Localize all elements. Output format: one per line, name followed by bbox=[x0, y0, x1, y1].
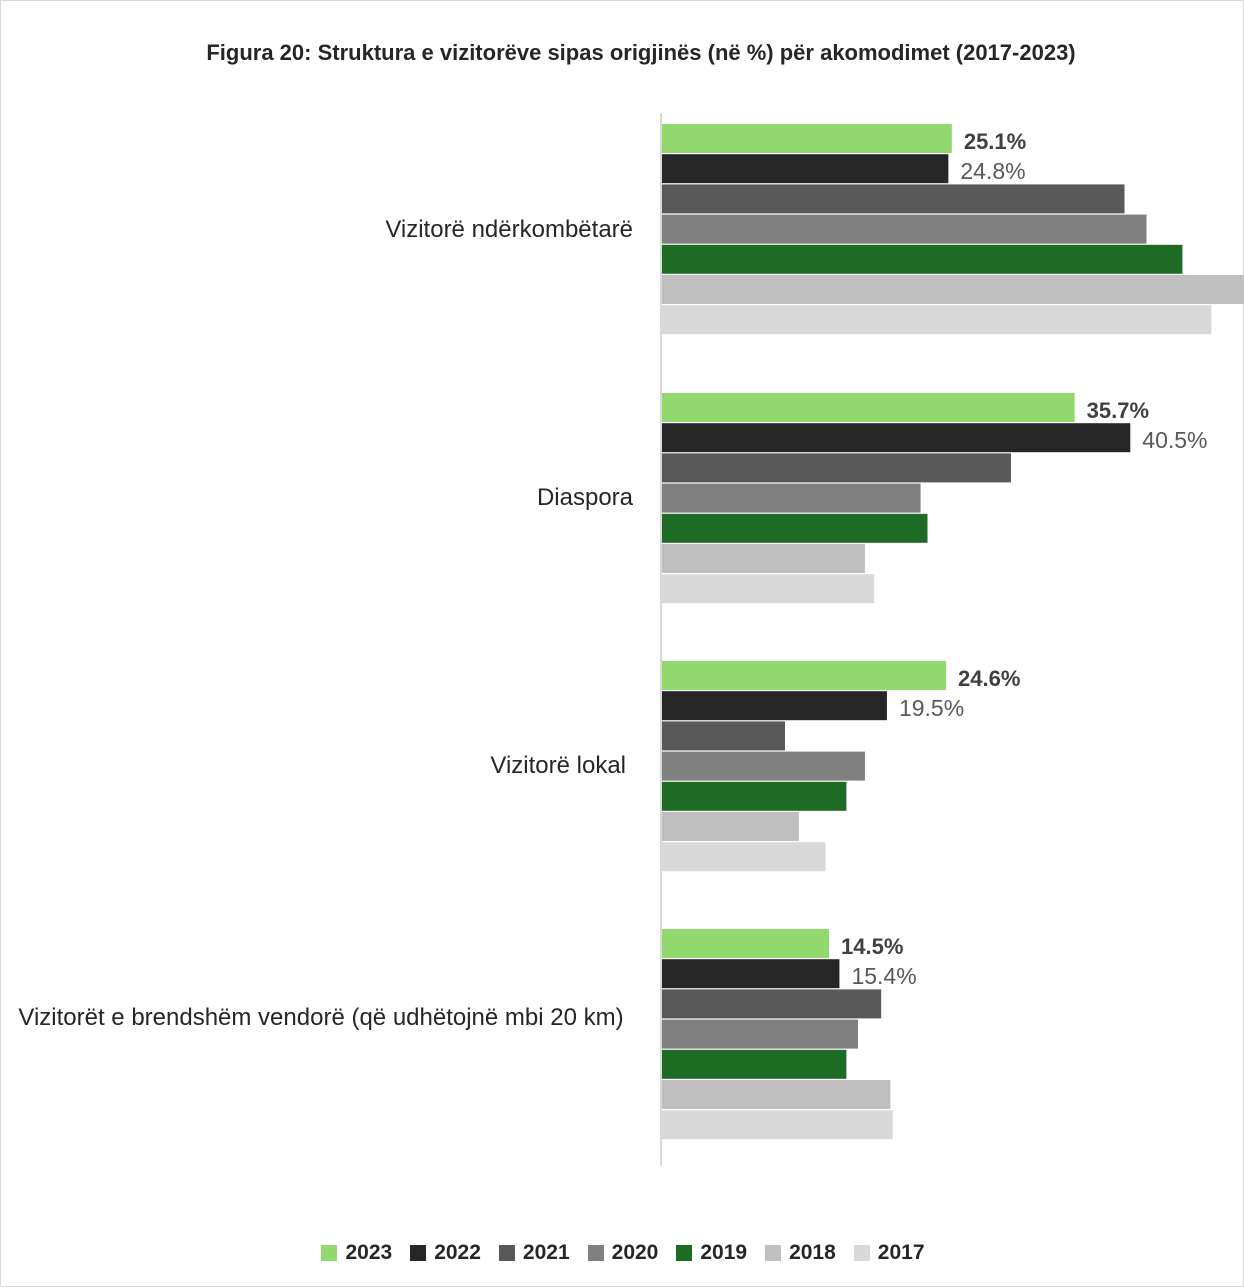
bar-2022-3 bbox=[661, 691, 887, 721]
bar-2022-1 bbox=[661, 154, 949, 184]
bar-2022-4 bbox=[661, 959, 840, 989]
bar-2017-2 bbox=[661, 574, 875, 604]
bar-2020-1 bbox=[661, 214, 1147, 244]
legend: 2023 2022 2021 2020 2019 2018 2017 bbox=[1, 1237, 1244, 1269]
legend-item-2022: 2022 bbox=[410, 1241, 481, 1265]
data-label-2023-1: 25.1% bbox=[964, 129, 1026, 154]
legend-item-2019: 2019 bbox=[676, 1241, 747, 1265]
legend-label-2017: 2017 bbox=[877, 1241, 925, 1264]
legend-swatch-2018 bbox=[765, 1245, 782, 1261]
legend-label-2022: 2022 bbox=[434, 1241, 481, 1264]
bar-2019-1 bbox=[661, 244, 1183, 274]
category-label-3: Vizitorë lokal bbox=[490, 752, 626, 779]
bar-2021-2 bbox=[661, 453, 1011, 483]
bar-2017-3 bbox=[661, 842, 826, 872]
bar-2023-2 bbox=[661, 393, 1075, 422]
bar-2017-1 bbox=[661, 305, 1212, 335]
bar-2023-1 bbox=[661, 124, 952, 153]
legend-label-2021: 2021 bbox=[522, 1241, 570, 1264]
category-label-2: Diaspora bbox=[536, 484, 633, 511]
legend-label-2020: 2020 bbox=[611, 1241, 659, 1264]
bar-2018-1 bbox=[661, 275, 1244, 304]
legend-item-2017: 2017 bbox=[853, 1241, 925, 1265]
legend-swatch-2019 bbox=[676, 1245, 693, 1261]
bar-2019-3 bbox=[661, 781, 847, 811]
bar-2018-2 bbox=[661, 544, 865, 573]
bar-2020-4 bbox=[661, 1019, 858, 1049]
bar-2022-2 bbox=[661, 423, 1131, 453]
bar-2019-2 bbox=[661, 513, 928, 543]
bar-2018-3 bbox=[661, 812, 799, 841]
bar-2017-4 bbox=[661, 1110, 893, 1140]
data-label-2022-2: 40.5% bbox=[1142, 427, 1207, 453]
legend-label-2018: 2018 bbox=[789, 1241, 836, 1264]
bar-2021-4 bbox=[661, 989, 882, 1019]
bar-2019-4 bbox=[661, 1049, 847, 1079]
data-label-2022-1: 24.8% bbox=[960, 158, 1025, 184]
data-label-2023-2: 35.7% bbox=[1087, 398, 1149, 423]
category-label-4: Vizitorët e brendshëm vendorë (që udhëto… bbox=[18, 1004, 624, 1031]
legend-swatch-2017 bbox=[853, 1245, 870, 1261]
legend-item-2018: 2018 bbox=[765, 1241, 836, 1265]
legend-item-2021: 2021 bbox=[498, 1241, 570, 1265]
data-label-2023-3: 24.6% bbox=[958, 666, 1020, 691]
legend-swatch-2021 bbox=[498, 1245, 515, 1261]
bar-2023-4 bbox=[661, 929, 830, 958]
category-label-1: Vizitorë ndërkombëtarë bbox=[385, 216, 633, 243]
bar-2020-3 bbox=[661, 751, 865, 781]
legend-label-2023: 2023 bbox=[345, 1241, 393, 1264]
data-label-2023-4: 14.5% bbox=[841, 934, 903, 959]
bar-2018-4 bbox=[661, 1080, 891, 1109]
legend-label-2019: 2019 bbox=[700, 1241, 748, 1264]
bar-2020-2 bbox=[661, 483, 921, 513]
legend-swatch-2023 bbox=[321, 1245, 338, 1261]
legend-item-2023: 2023 bbox=[321, 1241, 392, 1265]
legend-swatch-2022 bbox=[410, 1245, 427, 1261]
bar-2023-3 bbox=[661, 661, 947, 690]
bar-2021-3 bbox=[661, 721, 785, 751]
data-label-2022-3: 19.5% bbox=[899, 695, 964, 721]
legend-swatch-2020 bbox=[587, 1245, 604, 1261]
chart-title: Figura 20: Struktura e vizitorëve sipas … bbox=[206, 40, 1076, 65]
bar-2021-1 bbox=[661, 184, 1125, 214]
data-label-2022-4: 15.4% bbox=[851, 963, 916, 989]
legend-item-2020: 2020 bbox=[587, 1241, 659, 1265]
